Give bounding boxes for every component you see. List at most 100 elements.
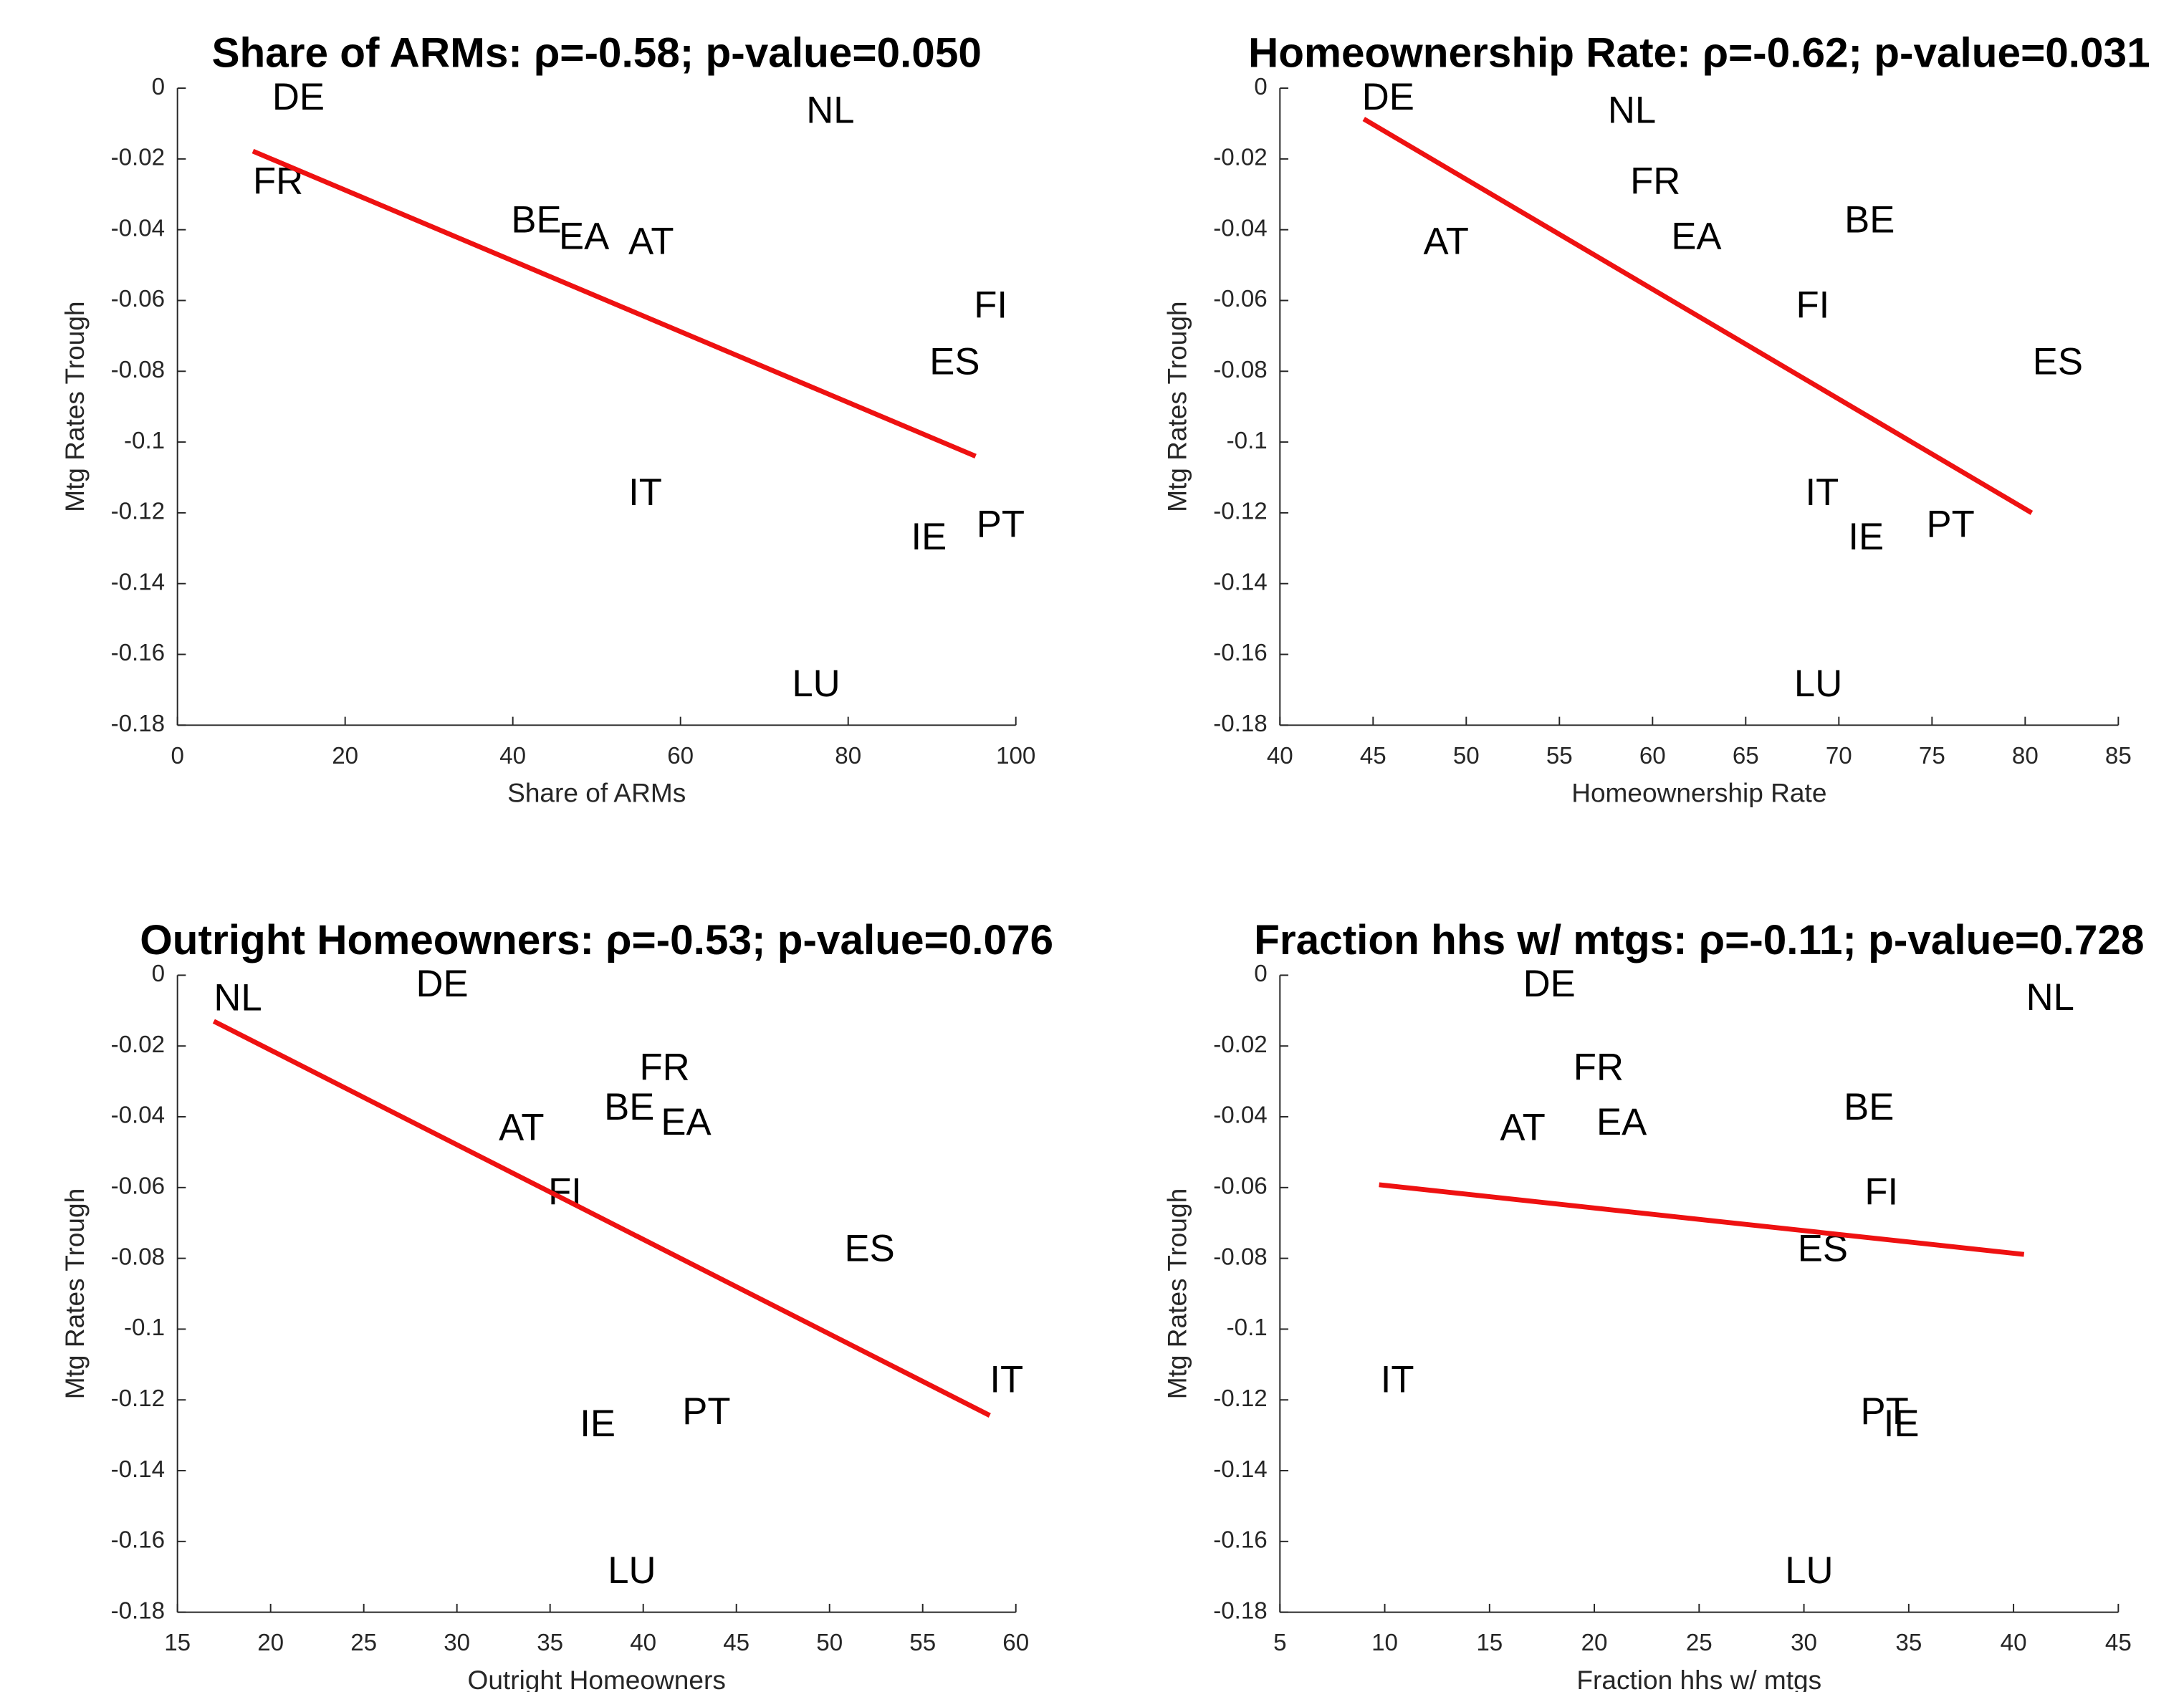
x-tick-label: 60 <box>1639 743 1666 769</box>
point-label: NL <box>2026 976 2074 1019</box>
y-tick-label: -0.16 <box>1213 1527 1268 1554</box>
point-label: FR <box>1630 160 1680 202</box>
point-label: LU <box>1785 1549 1833 1592</box>
x-tick-label: 20 <box>1581 1630 1608 1656</box>
point-label: LU <box>608 1549 656 1592</box>
x-tick-label: 65 <box>1733 743 1759 769</box>
y-tick-label: -0.08 <box>1213 1244 1268 1270</box>
y-tick-label: -0.16 <box>111 640 166 666</box>
chart-title: Fraction hhs w/ mtgs: ρ=-0.11; p-value=0… <box>1254 917 2144 963</box>
y-tick-label: 0 <box>1254 74 1267 100</box>
x-tick-label: 40 <box>499 743 526 769</box>
y-tick-label: -0.12 <box>111 1385 166 1412</box>
x-tick-label: 75 <box>1919 743 1945 769</box>
y-axis-label: Mtg Rates Trough <box>1162 1188 1192 1399</box>
point-label: AT <box>1500 1107 1545 1149</box>
subplot: 0 -0.02 -0.04 -0.06 -0.08 -0.1 -0.12 -0.14 -0.16… <box>1162 30 2150 808</box>
point-label: EA <box>1596 1101 1647 1143</box>
y-tick-label: 0 <box>152 74 165 100</box>
point-label: ES <box>929 340 980 383</box>
fit-line <box>252 148 977 459</box>
point-label: DE <box>272 76 325 118</box>
point-label: ES <box>845 1228 895 1270</box>
fit-line <box>1379 1182 2025 1257</box>
y-axis-label: Mtg Rates Trough <box>1162 301 1192 511</box>
point-label: DE <box>1523 963 1576 1005</box>
point-label: BE <box>604 1086 654 1128</box>
point-label: IT <box>990 1358 1023 1400</box>
point-label: PT <box>1927 504 1975 546</box>
y-tick-label: 0 <box>152 961 165 987</box>
y-tick-label: -0.02 <box>111 145 166 171</box>
x-tick-label: 0 <box>171 743 183 769</box>
point-label: NL <box>806 90 854 132</box>
point-label: IT <box>1806 471 1839 514</box>
x-tick-label: 35 <box>1895 1630 1922 1656</box>
point-label: AT <box>499 1107 544 1149</box>
y-tick-label: -0.04 <box>111 1102 166 1129</box>
point-label: ES <box>2033 340 2083 383</box>
x-tick-label: 15 <box>164 1630 191 1656</box>
y-tick-label: -0.06 <box>111 286 166 312</box>
x-tick-label: 55 <box>909 1630 936 1656</box>
chart-title: Homeownership Rate: ρ=-0.62; p-value=0.0… <box>1248 30 2150 77</box>
point-label: DE <box>1362 76 1414 118</box>
point-label: BE <box>1844 199 1895 241</box>
x-axis-label: Outright Homeowners <box>468 1665 726 1692</box>
x-tick-label: 30 <box>444 1630 470 1656</box>
point-label: EA <box>559 215 610 257</box>
y-tick-label: -0.1 <box>1227 428 1268 454</box>
x-tick-label: 25 <box>350 1630 377 1656</box>
point-label: FR <box>639 1047 689 1089</box>
y-tick-label: -0.04 <box>1213 1102 1268 1129</box>
x-tick-label: 20 <box>257 1630 284 1656</box>
fit-line <box>212 1019 991 1418</box>
y-axis-label: Mtg Rates Trough <box>59 301 90 511</box>
x-tick-label: 40 <box>2001 1630 2027 1656</box>
y-tick-label: -0.06 <box>1213 286 1268 312</box>
point-label: FI <box>1796 284 1830 326</box>
point-label: PT <box>977 504 1025 546</box>
point-label: BE <box>511 199 561 241</box>
x-tick-label: 40 <box>1267 743 1293 769</box>
x-tick-label: 25 <box>1686 1630 1713 1656</box>
point-label: FI <box>974 284 1007 326</box>
x-tick-label: 45 <box>1360 743 1386 769</box>
point-label: IT <box>1381 1358 1414 1400</box>
x-tick-label: 20 <box>332 743 358 769</box>
y-tick-label: -0.06 <box>111 1173 166 1200</box>
y-tick-label: -0.12 <box>1213 499 1268 525</box>
y-tick-label: -0.08 <box>1213 357 1268 383</box>
subplot: 0 -0.02 -0.04 -0.06 -0.08 -0.1 -0.12 -0.14 -0.16… <box>1162 917 2145 1692</box>
x-tick-label: 55 <box>1546 743 1573 769</box>
y-tick-label: -0.18 <box>111 711 166 737</box>
x-tick-label: 70 <box>1826 743 1852 769</box>
x-tick-label: 80 <box>2012 743 2039 769</box>
x-axis-label: Share of ARMs <box>507 778 686 808</box>
x-tick-label: 40 <box>630 1630 656 1656</box>
y-tick-label: -0.1 <box>1227 1314 1268 1341</box>
y-tick-label: -0.18 <box>111 1597 166 1624</box>
point-label: FI <box>1864 1171 1898 1213</box>
x-tick-label: 50 <box>1453 743 1480 769</box>
y-tick-label: 0 <box>1254 961 1267 987</box>
x-tick-label: 80 <box>835 743 861 769</box>
y-tick-label: -0.14 <box>1213 1456 1268 1483</box>
point-label: IE <box>1884 1403 1920 1445</box>
y-tick-label: -0.14 <box>1213 569 1268 595</box>
point-label: AT <box>1423 220 1468 262</box>
point-label: EA <box>1671 215 1722 257</box>
y-tick-label: -0.1 <box>124 428 165 454</box>
point-label: IE <box>580 1403 616 1445</box>
y-tick-label: -0.02 <box>1213 1032 1268 1058</box>
point-label: LU <box>792 663 840 705</box>
x-tick-label: 35 <box>537 1630 563 1656</box>
point-label: IE <box>911 516 947 558</box>
y-tick-label: -0.02 <box>111 1032 166 1058</box>
x-tick-label: 5 <box>1273 1630 1286 1656</box>
x-tick-label: 15 <box>1476 1630 1503 1656</box>
chart-title: Outright Homeowners: ρ=-0.53; p-value=0.… <box>140 917 1053 963</box>
